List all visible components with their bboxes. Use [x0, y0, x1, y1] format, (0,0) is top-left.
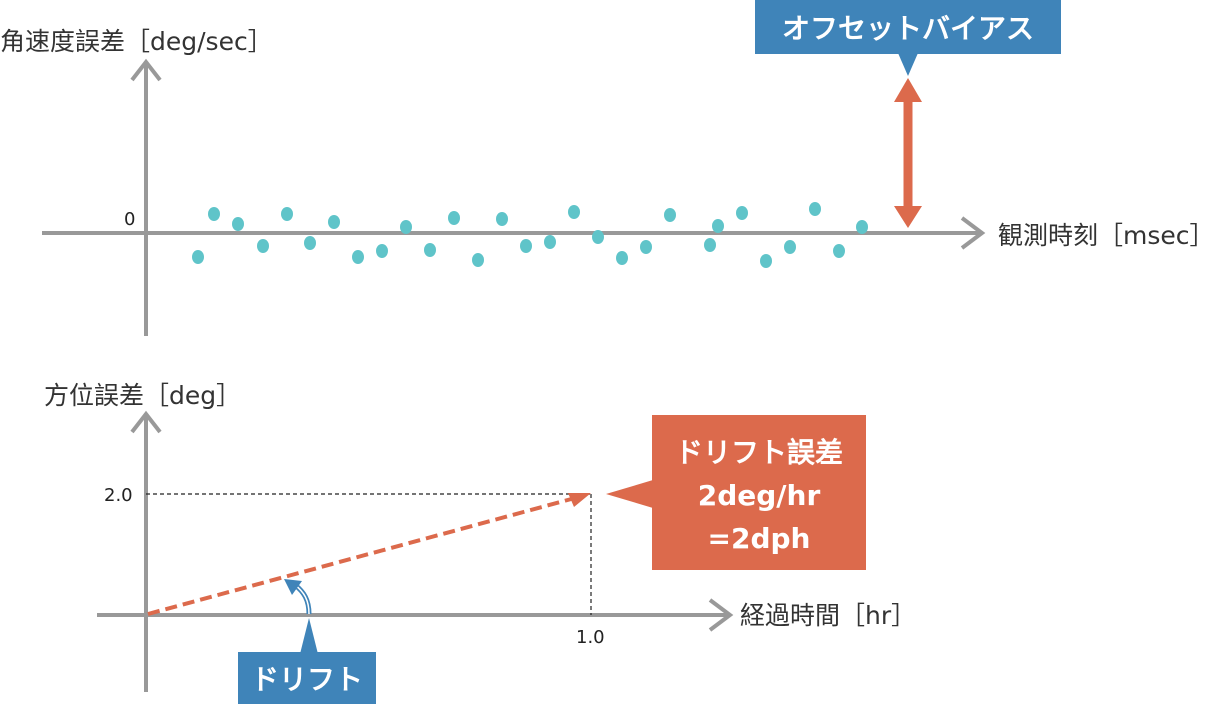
bottom-x-arrowhead	[708, 598, 734, 632]
bottom-y-axis-label: 方位誤差［deg］	[44, 381, 241, 410]
sample-dot	[616, 251, 628, 265]
sample-dot	[352, 250, 364, 264]
sample-dots	[192, 202, 868, 268]
sample-dot	[809, 202, 821, 216]
sample-dot	[328, 215, 340, 229]
sample-dot	[544, 235, 556, 249]
sample-dot	[712, 219, 724, 233]
offset-arrow-down-head	[894, 206, 922, 228]
sample-dot	[833, 244, 845, 258]
sample-dot	[568, 205, 580, 219]
sample-dot	[424, 243, 436, 257]
sample-dot	[472, 253, 484, 267]
drift-callout: ドリフト	[238, 579, 376, 704]
top-zero-tick: 0	[124, 209, 135, 230]
sample-dot	[856, 220, 868, 234]
sample-dot	[704, 238, 716, 252]
offset-bias-label: オフセットバイアス	[782, 12, 1034, 45]
sample-dot	[232, 217, 244, 231]
top-chart: 角速度誤差［deg/sec］ 0 観測時刻［msec］ オフセットバイアス	[0, 0, 1215, 336]
bottom-y-arrowhead	[130, 410, 162, 434]
sample-dot	[736, 206, 748, 220]
x-tick-1: 1.0	[576, 627, 605, 648]
drift-error-line-2: 2deg/hr	[698, 479, 821, 512]
drift-pointer-arrowhead	[284, 579, 302, 595]
top-y-axis-label: 角速度誤差［deg/sec］	[0, 27, 273, 56]
sample-dot	[257, 239, 269, 253]
sample-dot	[192, 250, 204, 264]
sample-dot	[400, 220, 412, 234]
drift-line-arrowhead	[568, 493, 591, 507]
sample-dot	[520, 239, 532, 253]
sample-dot	[664, 208, 676, 222]
top-x-axis-label: 観測時刻［msec］	[998, 221, 1215, 250]
top-x-arrowhead	[960, 216, 986, 250]
sample-dot	[281, 207, 293, 221]
offset-bias-callout: オフセットバイアス	[755, 0, 1061, 76]
sample-dot	[640, 240, 652, 254]
drift-error-line-1: ドリフト誤差	[675, 436, 843, 469]
sample-dot	[784, 240, 796, 254]
bottom-x-axis-label: 経過時間［hr］	[740, 601, 916, 630]
y-tick-2: 2.0	[104, 485, 133, 506]
sample-dot	[376, 244, 388, 258]
sample-dot	[304, 236, 316, 250]
offset-arrow-up-head	[894, 78, 922, 102]
sample-dot	[448, 211, 460, 225]
sample-dot	[208, 207, 220, 221]
sample-dot	[592, 230, 604, 244]
drift-label: ドリフト	[251, 663, 363, 696]
drift-line	[147, 496, 576, 616]
sample-dot	[496, 212, 508, 226]
sample-dot	[760, 254, 772, 268]
drift-error-line-3: =2dph	[708, 522, 811, 555]
top-y-arrowhead	[130, 58, 162, 82]
drift-error-callout: ドリフト誤差 2deg/hr =2dph	[606, 415, 866, 570]
bottom-chart: 方位誤差［deg］ 経過時間［hr］ 2.0 1.0 ドリフト誤差 2deg/h…	[44, 381, 916, 704]
